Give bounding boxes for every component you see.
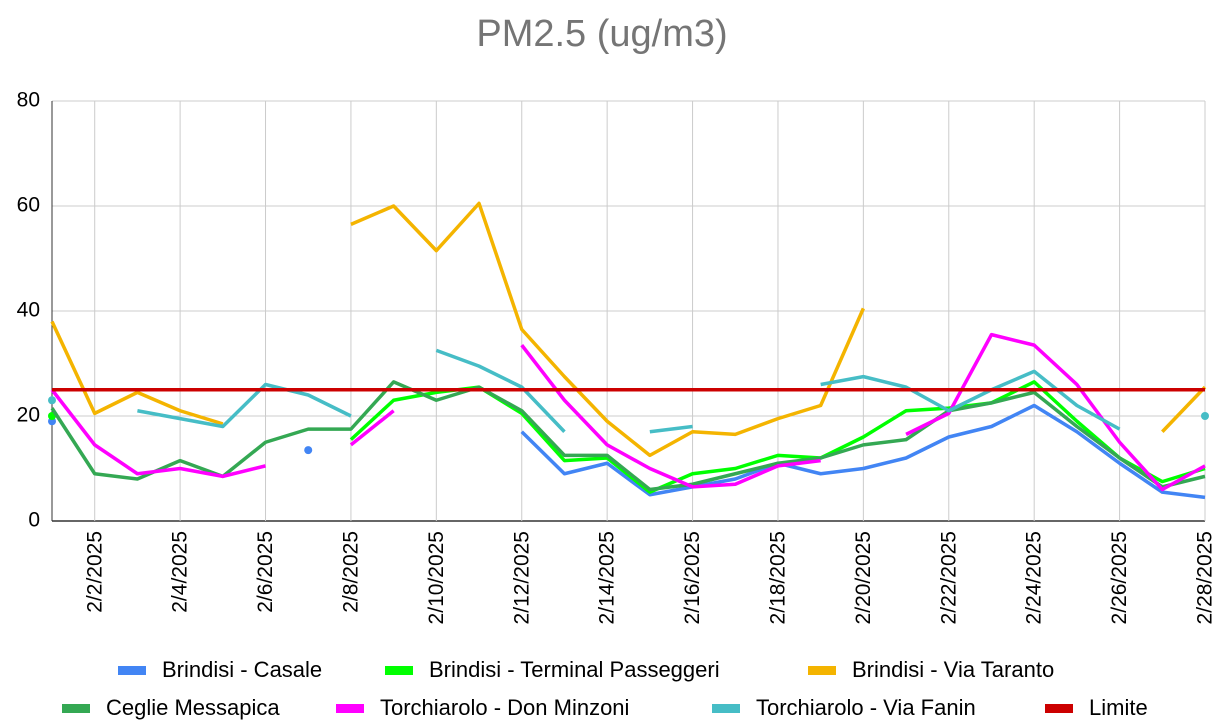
- line: [349, 409, 395, 447]
- x-tick-label: 2/12/2025: [510, 531, 533, 624]
- line: [50, 388, 266, 479]
- legend-swatch: [62, 704, 90, 713]
- x-tick-label: 2/4/2025: [169, 531, 192, 613]
- line: [50, 380, 1206, 492]
- line: [137, 382, 352, 429]
- y-tick-label: 80: [17, 89, 40, 112]
- line: [50, 320, 224, 426]
- line: [435, 348, 566, 433]
- x-tick-label: 2/24/2025: [1023, 531, 1046, 624]
- line: [905, 332, 1206, 492]
- x-tick-label: 2/28/2025: [1194, 531, 1217, 624]
- legend-label: Limite: [1089, 695, 1148, 720]
- x-tick-label: 2/22/2025: [937, 531, 960, 624]
- x-tick-label: 2/16/2025: [681, 531, 704, 624]
- y-tick-label: 60: [17, 194, 40, 217]
- legend-label: Brindisi - Via Taranto: [852, 657, 1054, 682]
- point: [304, 446, 313, 455]
- legend-swatch: [336, 704, 364, 713]
- legend-label: Brindisi - Terminal Passeggeri: [429, 657, 720, 682]
- line: [1161, 385, 1207, 433]
- y-tick-label: 40: [17, 299, 40, 322]
- legend: Brindisi - Casale Brindisi - Terminal Pas…: [62, 657, 1148, 720]
- y-tick-label: 0: [28, 509, 40, 532]
- plot: [48, 201, 1209, 500]
- y-tick-label: 20: [17, 404, 40, 427]
- grid: 0 20 40 60 80 2/2/2025 2/4/2025 2/6/2025 2/8/202…: [17, 89, 1217, 625]
- line: [520, 344, 821, 489]
- legend-swatch: [712, 704, 740, 713]
- legend-swatch: [1045, 704, 1073, 713]
- legend-swatch: [385, 666, 413, 675]
- point: [48, 396, 56, 405]
- chart-title: PM2.5 (ug/m3): [476, 13, 727, 55]
- x-tick-label: 2/6/2025: [254, 531, 277, 613]
- legend-swatch: [808, 666, 836, 675]
- x-tick-label: 2/2/2025: [83, 531, 106, 613]
- x-tick-label: 2/18/2025: [767, 531, 790, 624]
- legend-label: Brindisi - Casale: [162, 657, 322, 682]
- legend-label: Ceglie Messapica: [106, 695, 280, 720]
- line: [350, 201, 865, 458]
- legend-label: Torchiarolo - Don Minzoni: [380, 695, 629, 720]
- line: [820, 369, 1121, 431]
- point: [1201, 412, 1209, 420]
- line: [520, 403, 1206, 500]
- line: [649, 424, 693, 434]
- x-tick-label: 2/26/2025: [1108, 531, 1131, 624]
- legend-label: Torchiarolo - Via Fanin: [756, 695, 976, 720]
- x-tick-label: 2/20/2025: [852, 531, 875, 624]
- x-tick-label: 2/14/2025: [596, 531, 619, 624]
- legend-swatch: [118, 666, 146, 675]
- x-tick-label: 2/8/2025: [339, 531, 362, 613]
- x-tick-label: 2/10/2025: [425, 531, 448, 624]
